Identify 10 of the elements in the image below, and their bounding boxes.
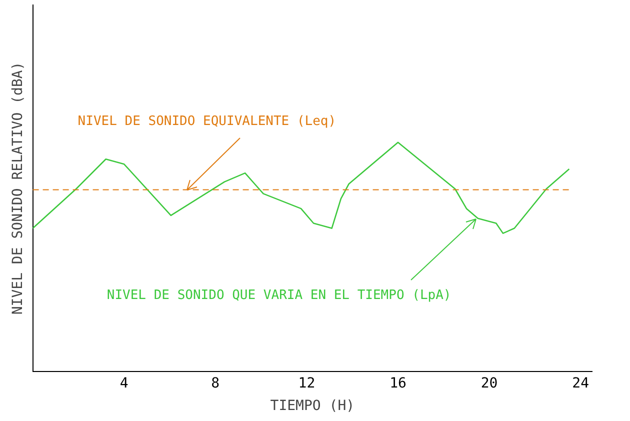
x-axis-title: TIEMPO (H) [270,398,355,414]
x-tick-label: 8 [211,375,220,392]
annotation: NIVEL DE SONIDO QUE VARIA EN EL TIEMPO (LpA) [106,288,452,303]
x-tick-label: 4 [120,375,128,392]
x-tick-label: 24 [572,375,590,392]
y-axis-title: NIVEL DE SONIDO RELATIVO (dBA) [10,62,26,315]
ref-line-label: NIVEL DE SONIDO EQUIVALENTE (Leq) [78,114,336,130]
x-tick-label: 20 [480,375,498,392]
x-tick-label: 16 [390,375,406,392]
x-tick-label: 12 [298,375,316,392]
